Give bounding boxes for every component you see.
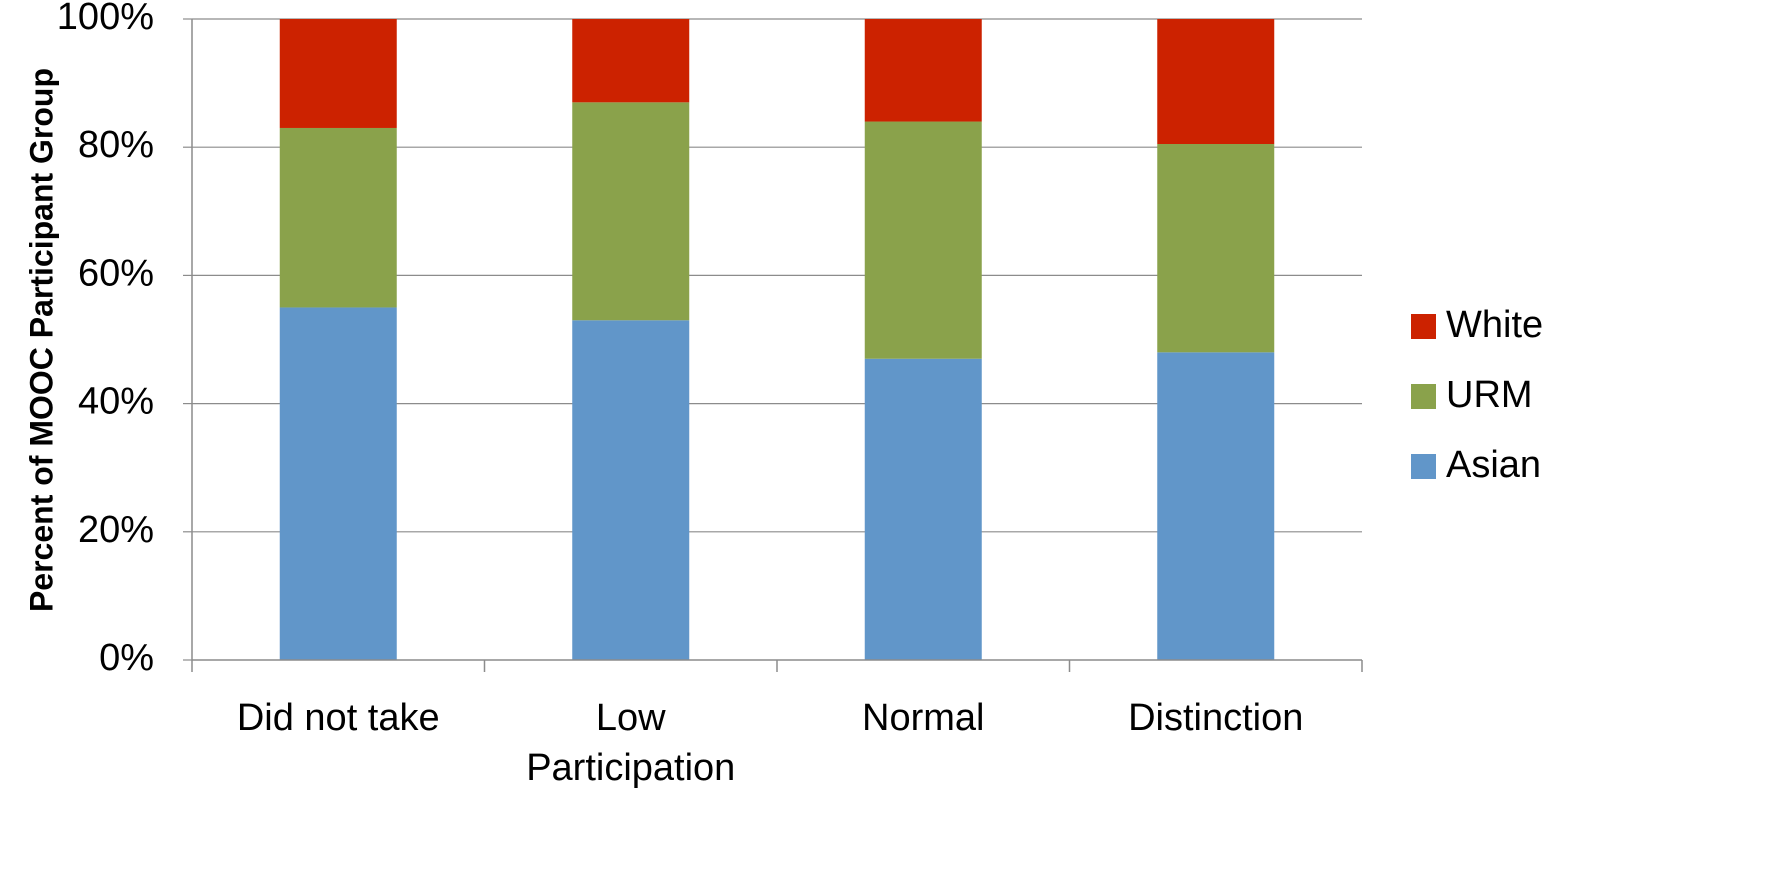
x-category-label: Low xyxy=(596,697,666,739)
bar-segment-asian xyxy=(864,358,982,660)
y-axis-title: Percent of MOOC Participant Group xyxy=(23,68,59,612)
legend: White URM Asian xyxy=(1411,304,1543,486)
bar-segment-white xyxy=(572,19,690,103)
x-category-label: Distinction xyxy=(1128,697,1303,739)
x-category-label: Participation xyxy=(526,747,735,789)
y-tick-label: 40% xyxy=(78,381,154,423)
y-tick-label: 80% xyxy=(78,124,154,166)
bar-segment-white xyxy=(279,19,397,128)
bar-segment-asian xyxy=(1157,352,1275,660)
bar-segment-urm xyxy=(572,102,690,321)
x-category-labels: Did not take Low Participation Normal Distin… xyxy=(237,697,1304,789)
x-category-label: Normal xyxy=(862,697,984,739)
legend-swatch-asian xyxy=(1411,454,1436,479)
bar-segment-urm xyxy=(1157,143,1275,353)
bar-segment-white xyxy=(864,19,982,122)
y-tick-label: 60% xyxy=(78,252,154,294)
y-tick-label: 20% xyxy=(78,509,154,551)
legend-swatch-urm xyxy=(1411,384,1436,409)
bar-segment-urm xyxy=(864,121,982,359)
y-tick-labels: 0% 20% 40% 60% 80% 100% xyxy=(57,0,154,679)
bar-segment-asian xyxy=(572,320,690,660)
y-tick-label: 100% xyxy=(57,0,154,38)
y-tick-label: 0% xyxy=(99,637,154,679)
legend-label-white: White xyxy=(1446,304,1543,346)
bars xyxy=(279,19,1275,660)
bar-segment-urm xyxy=(279,127,397,308)
legend-label-urm: URM xyxy=(1446,374,1533,416)
legend-swatch-white xyxy=(1411,314,1436,339)
bar-segment-asian xyxy=(279,307,397,660)
legend-label-asian: Asian xyxy=(1446,444,1541,486)
bar-segment-white xyxy=(1157,19,1275,144)
axes xyxy=(183,18,1363,672)
x-category-label: Did not take xyxy=(237,697,440,739)
